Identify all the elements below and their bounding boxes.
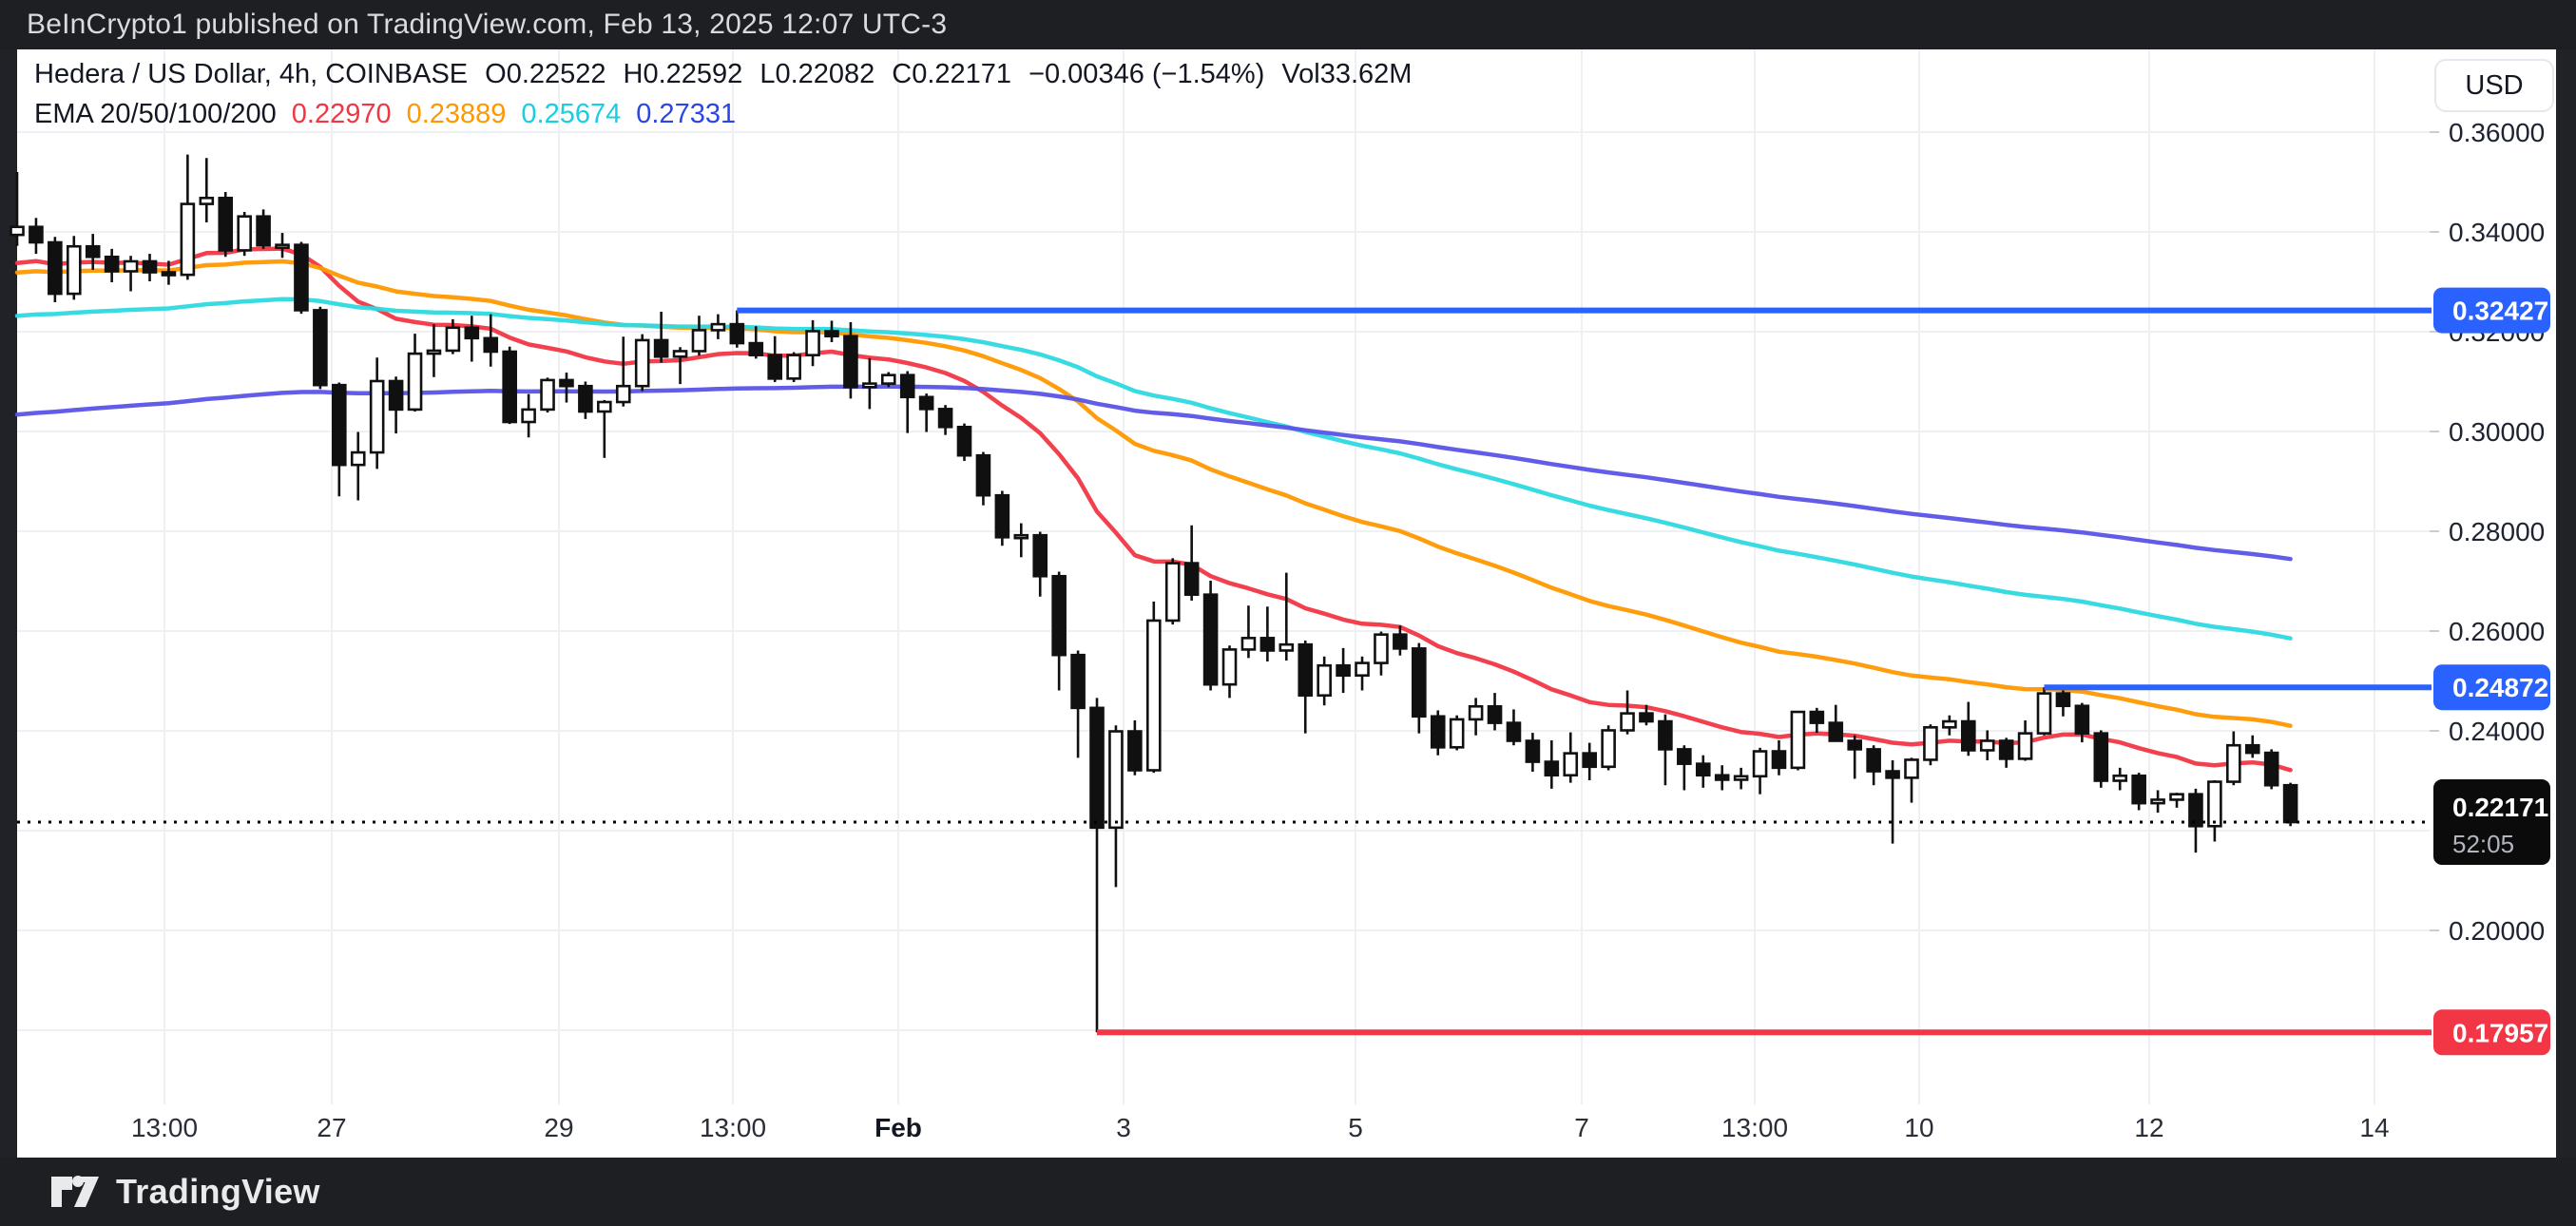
svg-text:0.34000: 0.34000 <box>2449 218 2545 247</box>
svg-text:13:00: 13:00 <box>700 1113 766 1142</box>
svg-text:0.32427: 0.32427 <box>2452 297 2548 326</box>
currency-toggle-button[interactable]: USD <box>2434 59 2554 112</box>
tradingview-logo[interactable]: TradingView <box>49 1171 320 1213</box>
level-lines[interactable] <box>17 307 2432 1036</box>
candles <box>10 154 2298 1033</box>
attribution-text: BeInCrypto1 published on TradingView.com… <box>27 9 948 40</box>
price-level-labels: 0.32427 0.24872 0.17957 0.22171 52:05 <box>2433 287 2550 1056</box>
svg-text:14: 14 <box>2359 1113 2389 1142</box>
svg-text:52:05: 52:05 <box>2452 830 2514 858</box>
svg-text:27: 27 <box>317 1113 346 1142</box>
svg-text:0.24000: 0.24000 <box>2449 717 2545 746</box>
svg-text:13:00: 13:00 <box>131 1113 198 1142</box>
svg-text:10: 10 <box>1904 1113 1933 1142</box>
svg-text:3: 3 <box>1116 1113 1131 1142</box>
svg-text:5: 5 <box>1348 1113 1363 1142</box>
svg-text:29: 29 <box>544 1113 573 1142</box>
svg-text:0.26000: 0.26000 <box>2449 617 2545 646</box>
svg-text:0.22171: 0.22171 <box>2452 793 2548 822</box>
tradingview-logo-text: TradingView <box>116 1172 320 1211</box>
svg-text:7: 7 <box>1574 1113 1589 1142</box>
svg-text:12: 12 <box>2134 1113 2163 1142</box>
price-axis-labels[interactable]: 0.360000.340000.320000.300000.280000.260… <box>2430 118 2545 946</box>
svg-text:13:00: 13:00 <box>1721 1113 1788 1142</box>
svg-text:0.20000: 0.20000 <box>2449 916 2545 946</box>
tradingview-logo-icon <box>51 1176 99 1207</box>
ema-lines <box>14 246 2293 773</box>
svg-text:0.24872: 0.24872 <box>2452 673 2548 702</box>
svg-text:0.36000: 0.36000 <box>2449 118 2545 147</box>
footer-bar: TradingView <box>0 1158 2576 1226</box>
svg-text:Feb: Feb <box>875 1113 922 1142</box>
svg-text:0.28000: 0.28000 <box>2449 517 2545 546</box>
current-price-label: 0.22171 52:05 <box>2433 779 2550 866</box>
svg-text:0.17957: 0.17957 <box>2452 1018 2548 1047</box>
time-axis-labels[interactable]: 13:00 27 29 13:00 Feb 3 5 7 13:00 10 12 14 <box>131 1113 2390 1142</box>
attribution-bar: BeInCrypto1 published on TradingView.com… <box>0 0 2576 49</box>
svg-text:0.30000: 0.30000 <box>2449 417 2545 447</box>
